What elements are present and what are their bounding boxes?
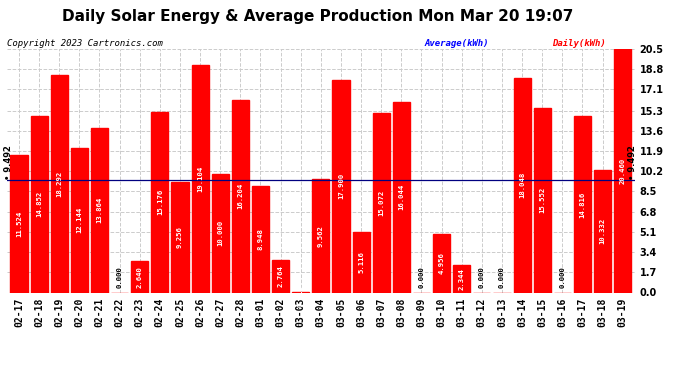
Text: 10.000: 10.000 <box>217 220 224 246</box>
Text: 19.104: 19.104 <box>197 166 203 192</box>
Bar <box>131 261 148 292</box>
Text: 0.012: 0.012 <box>297 285 304 307</box>
Text: 9.562: 9.562 <box>318 225 324 247</box>
Bar <box>533 108 551 292</box>
Bar <box>232 100 249 292</box>
Text: 20.460: 20.460 <box>620 158 626 184</box>
Text: 0.000: 0.000 <box>479 266 485 288</box>
Bar <box>313 179 329 292</box>
Text: • 9.492: • 9.492 <box>4 145 13 180</box>
Text: Daily Solar Energy & Average Production Mon Mar 20 19:07: Daily Solar Energy & Average Production … <box>61 9 573 24</box>
Text: 16.204: 16.204 <box>237 183 244 209</box>
Bar <box>30 116 48 292</box>
Bar <box>151 112 168 292</box>
Bar <box>10 156 28 292</box>
Text: 14.816: 14.816 <box>580 191 586 217</box>
Bar <box>212 174 229 292</box>
Text: 0.000: 0.000 <box>499 266 505 288</box>
Text: 4.956: 4.956 <box>439 252 444 274</box>
Bar <box>252 186 269 292</box>
Text: 9.256: 9.256 <box>177 226 183 248</box>
Bar <box>453 265 471 292</box>
Bar <box>272 260 289 292</box>
Bar <box>333 80 350 292</box>
Bar <box>192 65 208 292</box>
Text: 13.864: 13.864 <box>97 197 103 223</box>
Text: 16.044: 16.044 <box>398 184 404 210</box>
Text: 12.144: 12.144 <box>77 207 82 233</box>
Text: 2.764: 2.764 <box>277 265 284 287</box>
Text: 0.000: 0.000 <box>117 266 123 288</box>
Text: 15.552: 15.552 <box>539 187 545 213</box>
Text: 17.900: 17.900 <box>338 173 344 199</box>
Bar <box>614 49 631 292</box>
Bar <box>91 128 108 292</box>
Bar <box>433 234 450 292</box>
Bar <box>353 232 370 292</box>
Text: 2.344: 2.344 <box>459 268 465 290</box>
Text: Daily(kWh): Daily(kWh) <box>552 39 606 48</box>
Bar <box>373 113 390 292</box>
Bar <box>594 170 611 292</box>
Bar <box>171 183 188 292</box>
Text: Copyright 2023 Cartronics.com: Copyright 2023 Cartronics.com <box>7 39 163 48</box>
Text: 0.000: 0.000 <box>560 266 565 288</box>
Text: • 9.492: • 9.492 <box>629 145 638 180</box>
Text: 5.116: 5.116 <box>358 251 364 273</box>
Bar <box>50 75 68 292</box>
Text: 15.072: 15.072 <box>378 190 384 216</box>
Text: 10.332: 10.332 <box>600 218 606 244</box>
Text: 18.048: 18.048 <box>519 172 525 198</box>
Text: 8.948: 8.948 <box>257 228 264 250</box>
Text: Average(kWh): Average(kWh) <box>424 39 489 48</box>
Text: 15.176: 15.176 <box>157 189 163 215</box>
Bar <box>393 102 410 292</box>
Bar <box>71 148 88 292</box>
Bar <box>513 78 531 292</box>
Text: 18.292: 18.292 <box>56 171 62 197</box>
Text: 11.524: 11.524 <box>16 211 22 237</box>
Text: 2.640: 2.640 <box>137 266 143 288</box>
Text: 0.000: 0.000 <box>418 266 424 288</box>
Bar <box>574 116 591 292</box>
Text: 14.852: 14.852 <box>36 191 42 217</box>
